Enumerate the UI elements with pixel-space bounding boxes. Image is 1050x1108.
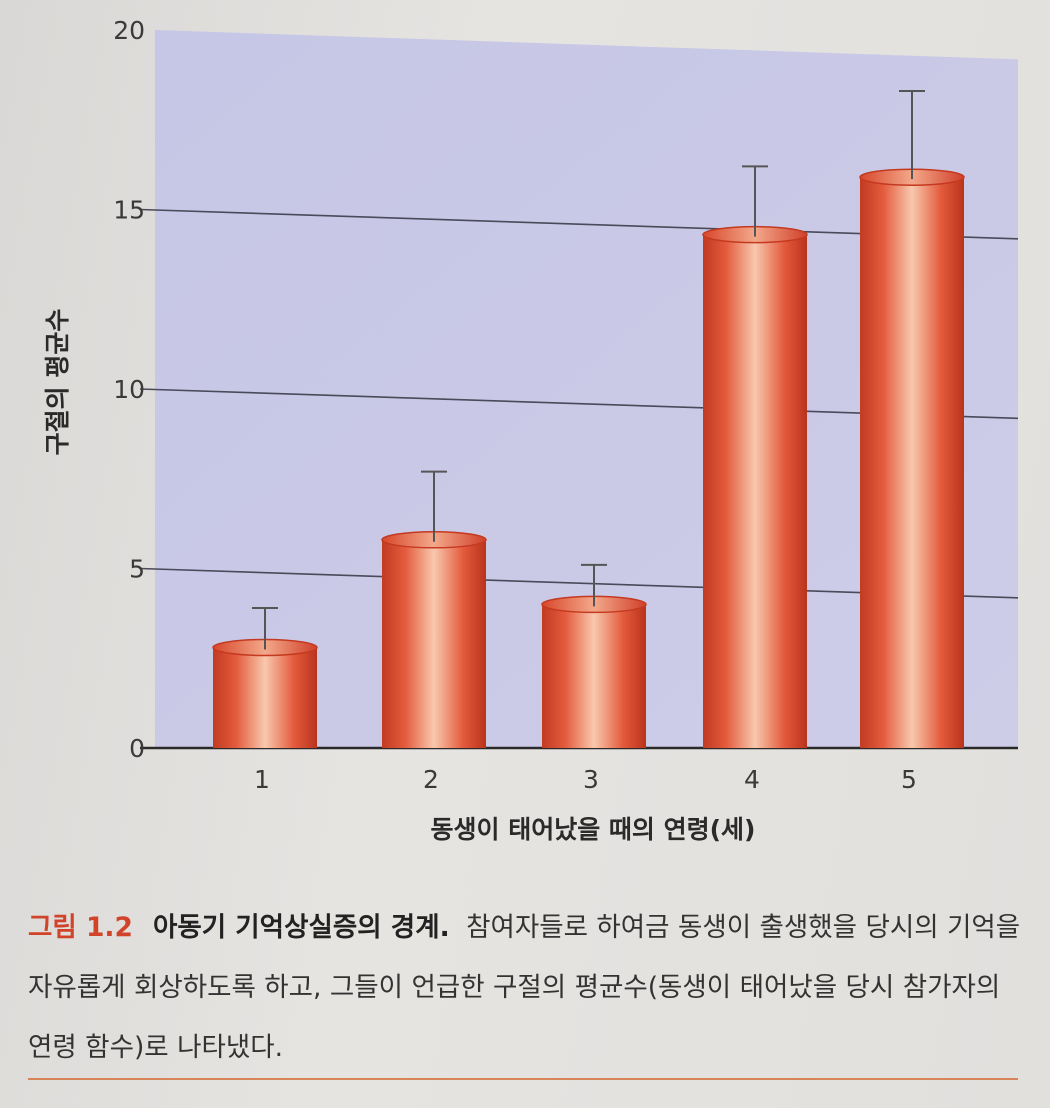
x-tick-label: 3 [583, 765, 599, 794]
bar-body [703, 234, 807, 748]
error-bar [899, 90, 925, 180]
bar [702, 225, 808, 748]
caption-number: 그림 1.2 [28, 912, 133, 943]
caption-divider [28, 1078, 1018, 1080]
x-tick-label: 2 [423, 765, 439, 794]
figure-caption: 그림 1.2 아동기 기억상실증의 경계. 참여자들로 하여금 동생이 출생했을 … [28, 898, 1028, 1078]
error-bar [252, 606, 278, 650]
x-axis-title: 동생이 태어났을 때의 연령(세) [431, 815, 756, 844]
error-bar [581, 563, 607, 607]
y-tick-label: 5 [129, 555, 145, 584]
error-bar [742, 165, 768, 237]
y-tick-label: 20 [113, 16, 145, 45]
bar-body [542, 604, 646, 748]
caption-title: 아동기 기억상실증의 경계. [152, 912, 450, 943]
bar-body [382, 539, 486, 748]
caption-text: 참여자들로 하여금 동생이 출생했을 당시의 기억을 자유롭게 회상하도록 하고… [28, 912, 1021, 1063]
error-bar [421, 470, 447, 542]
bar [212, 638, 318, 748]
y-tick-label: 10 [113, 375, 145, 404]
bar-body [213, 647, 317, 748]
bar [381, 531, 487, 748]
bar-chart: 0 5 10 15 20 1 2 3 4 5 동생이 태어났을 때의 연령(세) 구절의 평균수 [43, 16, 1019, 844]
x-tick-label: 5 [901, 765, 917, 794]
bar [541, 595, 647, 748]
x-tick-label: 4 [744, 765, 760, 794]
bar-body [860, 177, 964, 748]
bar [859, 168, 965, 748]
x-tick-label: 1 [254, 765, 270, 794]
y-tick-label: 15 [113, 196, 145, 225]
y-tick-label: 0 [129, 734, 145, 763]
y-axis-title: 구절의 평균수 [43, 309, 72, 456]
